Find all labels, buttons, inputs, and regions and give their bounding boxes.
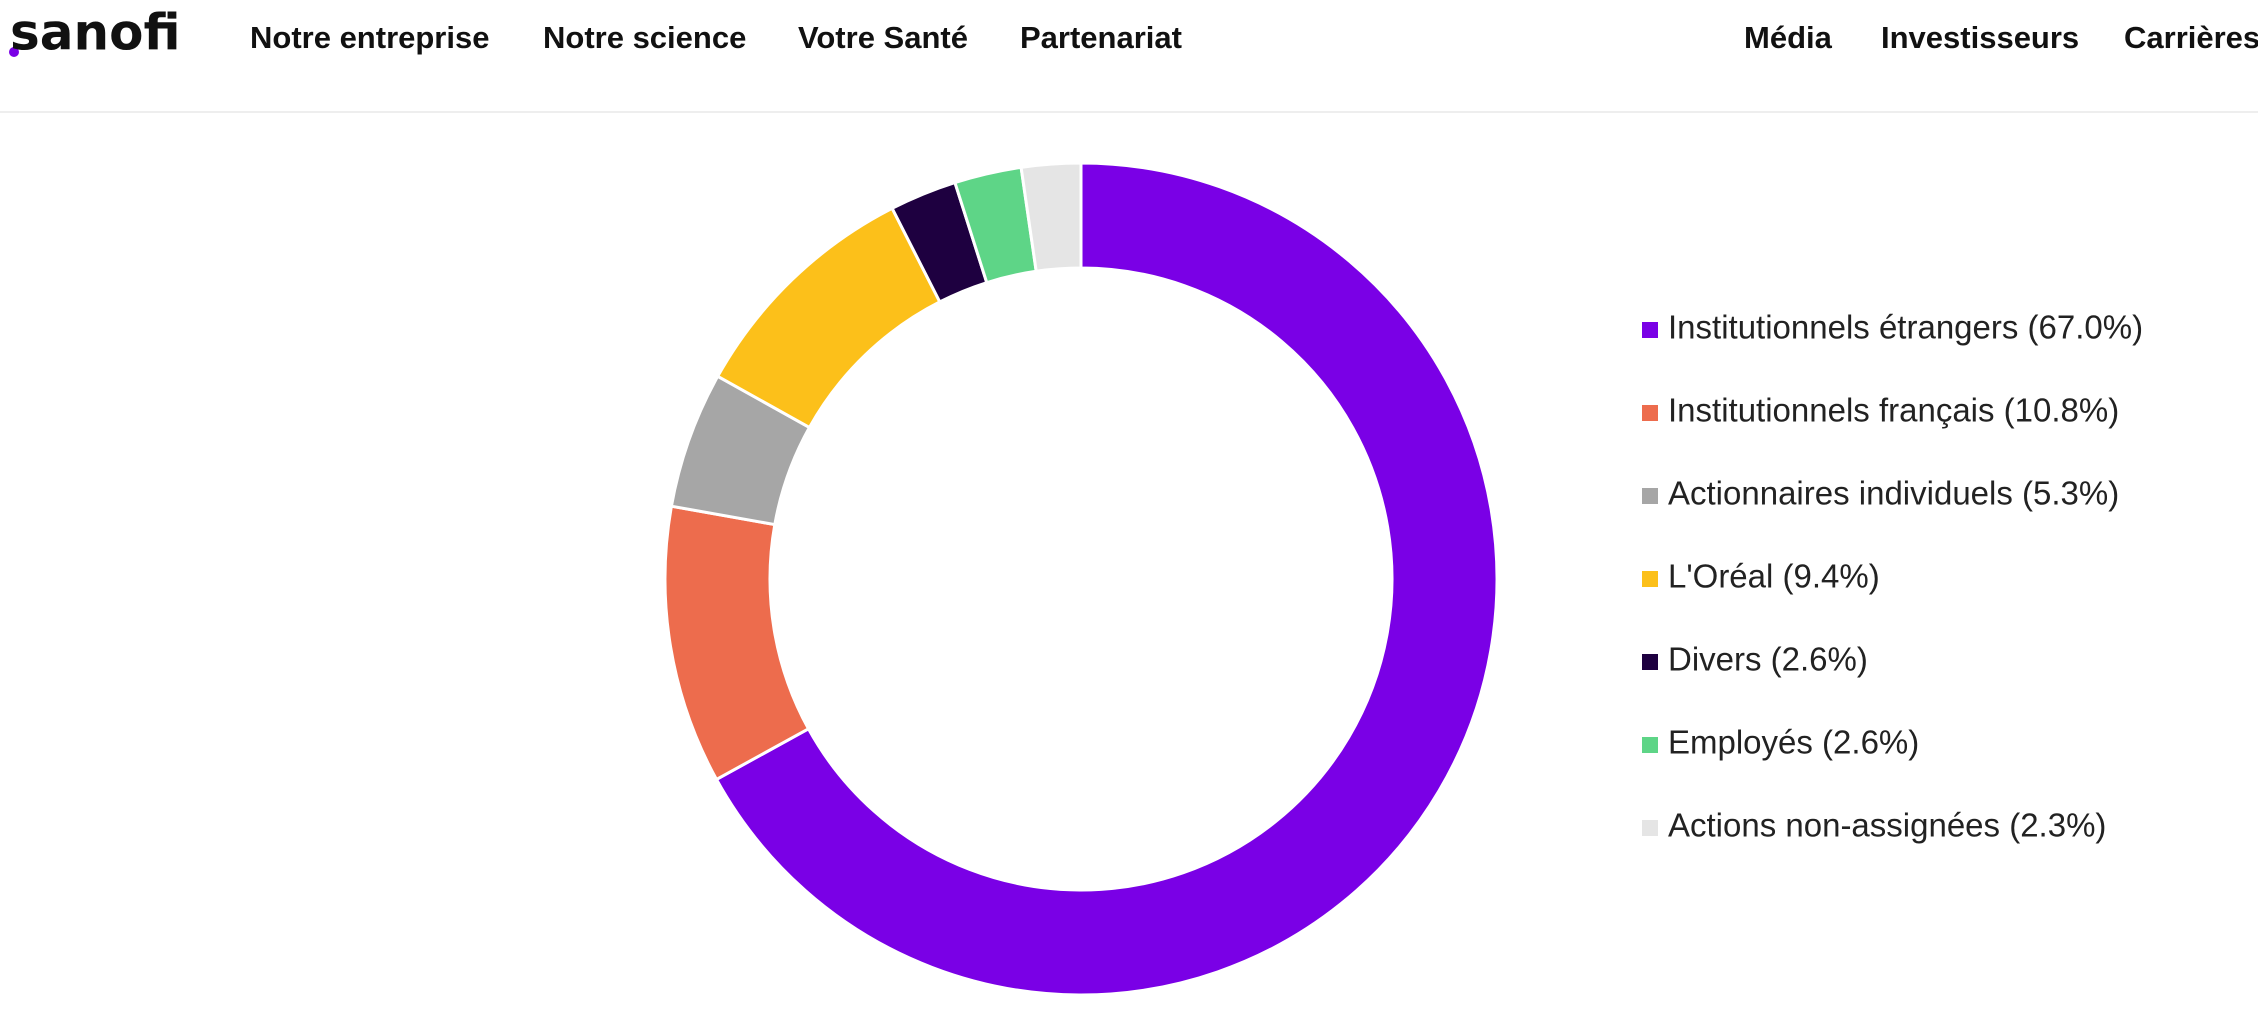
legend-label: Institutionnels français (10.8%) — [1668, 392, 2119, 429]
legend-swatch — [1642, 571, 1658, 587]
nav-link[interactable]: Notre entreprise — [250, 20, 489, 55]
nav-link[interactable]: Partenariat — [1020, 20, 1182, 55]
legend-label: Institutionnels étrangers (67.0%) — [1668, 309, 2143, 346]
donut-slice — [714, 161, 1499, 997]
nav-link[interactable]: Carrières — [2124, 20, 2258, 55]
nav-link[interactable]: Média — [1744, 20, 1833, 55]
nav-link[interactable]: Investisseurs — [1881, 20, 2079, 55]
logo[interactable]: sanofi — [10, 4, 181, 62]
logo-dot — [9, 47, 19, 57]
legend-swatch — [1642, 654, 1658, 670]
legend-label: Employés (2.6%) — [1668, 724, 1919, 761]
donut-slice — [715, 206, 942, 430]
donut-slice — [1019, 161, 1083, 273]
legend-label: Actionnaires individuels (5.3%) — [1668, 475, 2119, 512]
nav-link[interactable]: Notre science — [543, 20, 746, 55]
legend-swatch — [1642, 322, 1658, 338]
legend-label: L'Oréal (9.4%) — [1668, 558, 1880, 595]
nav-link[interactable]: Votre Santé — [798, 20, 968, 55]
legend-swatch — [1642, 737, 1658, 753]
donut-slice — [663, 504, 811, 782]
legend-swatch — [1642, 405, 1658, 421]
legend-label: Divers (2.6%) — [1668, 641, 1868, 678]
legend-swatch — [1642, 820, 1658, 836]
legend-label: Actions non-assignées (2.3%) — [1668, 807, 2106, 844]
legend-swatch — [1642, 488, 1658, 504]
header — [0, 0, 2258, 112]
